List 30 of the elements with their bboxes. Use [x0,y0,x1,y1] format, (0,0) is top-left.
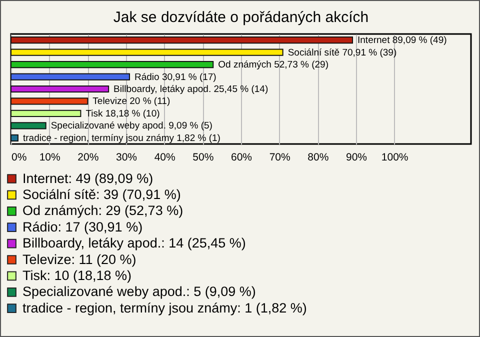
x-tick-label: 60% [230,152,252,164]
x-tick-label: 100% [381,152,408,164]
data-label: Od známých 52,73 % (29) [218,60,328,71]
x-tick-label: 50% [192,152,214,164]
x-tick-label: 40% [154,152,176,164]
x-tick-label: 20% [78,152,99,164]
legend-label: Internet: 49 (89,09 %) [22,170,154,186]
legend-label: Billboardy, letáky apod.: 14 (25,45 %) [22,236,246,251]
x-tick-label: 30% [116,152,138,164]
legend-label: tradice - region, termíny jsou známy: 1 (1,82 %) [22,300,307,316]
x-tick-label: 0% [12,152,27,164]
legend-label: Rádio: 17 (30,91 %) [22,219,143,234]
data-label: Billboardy, letáky apod. 25,45 % (14) [114,84,268,95]
legend-label: Od známých: 29 (52,73 %) [22,203,184,218]
x-tick-label: 10% [39,152,60,164]
chart-title: Jak se dozvídáte o pořádaných akcích [113,9,369,26]
x-tick-label: 80% [308,152,329,164]
legend-label: Specializované weby apod.: 5 (9,09 %) [22,284,256,300]
data-label: Tisk 18,18 % (10) [86,108,160,120]
legend-label: Televize: 11 (20 %) [22,252,136,267]
data-label: tradice - region, termíny jsou známy 1,82 % (1) [22,132,220,144]
data-label: Sociální sítě 70,91 % (39) [288,47,397,58]
x-tick-label: 70% [269,152,290,164]
data-label: Rádio 30,91 % (17) [134,72,216,83]
data-label: Specializované weby apod. 9,09 % (5) [50,120,212,132]
legend-label: Sociální sítě: 39 (70,91 %) [22,186,181,202]
x-tick-label: 90% [346,152,368,164]
data-label: Internet 89,09 % (49) [358,35,447,46]
legend-label: Tisk: 10 (18,18 %) [22,268,132,283]
data-label: Televize 20 % (11) [92,96,170,108]
